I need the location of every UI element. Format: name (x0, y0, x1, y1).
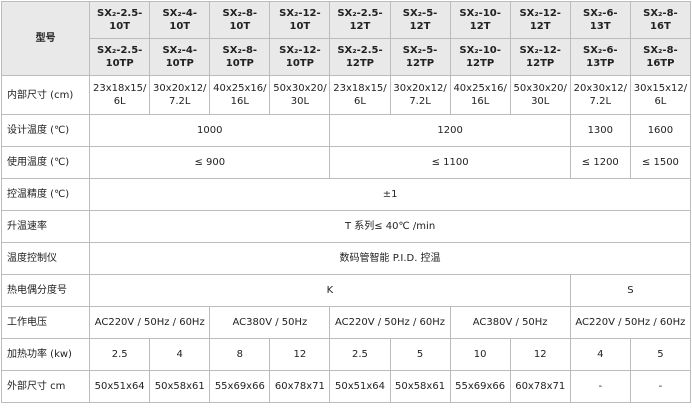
cell: ≤ 1200 (569, 146, 631, 179)
model-name: SX₂-12-12TP (509, 38, 571, 76)
cell: 10 (449, 338, 511, 371)
table-row: 控温精度 (℃) ±1 (0, 178, 691, 211)
model-name: SX₂-4-10T (149, 1, 211, 39)
row-label: 工作电压 (0, 306, 91, 339)
model-name: SX₂-2.5-10T (89, 1, 151, 39)
cell: 40x25x16/16L (449, 75, 511, 115)
model-name: SX₂-5-12T (389, 1, 451, 39)
cell: 5 (389, 338, 451, 371)
cell: K (89, 274, 571, 307)
model-name: SX₂-8-10TP (209, 38, 271, 76)
model-name: SX₂-6-13T (569, 1, 631, 39)
row-label: 设计温度 (℃) (0, 114, 91, 147)
cell: AC220V / 50Hz / 60Hz (329, 306, 451, 339)
row-label: 外部尺寸 cm (0, 370, 91, 403)
cell: 8 (209, 338, 271, 371)
cell: - (569, 370, 631, 403)
table-row: 设计温度 (℃) 1000 1200 1300 1600 (0, 114, 692, 147)
cell: 4 (569, 338, 631, 371)
model-name: SX₂-12-10TP (269, 38, 331, 76)
table-row: 外部尺寸 cm 50x51x64 50x58x61 55x69x66 60x78x71 5… (0, 370, 692, 403)
table-row: 工作电压 AC220V / 50Hz / 60Hz AC380V / 50Hz AC2… (0, 306, 692, 339)
model-name: SX₂-12-12T (509, 1, 571, 39)
row-label: 加热功率 (kw) (0, 338, 91, 371)
cell: T 系列≤ 40℃ /min (89, 210, 691, 243)
cell: 60x78x71 (269, 370, 331, 403)
header-label: 型号 (0, 1, 91, 76)
cell: ≤ 1500 (629, 146, 692, 179)
cell: 50x58x61 (149, 370, 211, 403)
row-label: 控温精度 (℃) (0, 178, 91, 211)
cell: 50x51x64 (89, 370, 151, 403)
cell: ≤ 900 (89, 146, 331, 179)
cell: AC220V / 50Hz / 60Hz (89, 306, 211, 339)
cell: 12 (269, 338, 331, 371)
model-name: SX₂-12-10T (269, 1, 331, 39)
row-label: 温度控制仪 (0, 242, 91, 275)
cell: 23x18x15/6L (89, 75, 151, 115)
model-name: SX₂-6-13TP (569, 38, 631, 76)
table-row: 使用温度 (℃) ≤ 900 ≤ 1100 ≤ 1200 ≤ 1500 (0, 146, 692, 179)
cell: 30x20x12/7.2L (149, 75, 211, 115)
model-name: SX₂-10-12T (449, 1, 511, 39)
model-name: SX₂-2.5-12T (329, 1, 391, 39)
table-row: 热电偶分度号 K S (0, 274, 692, 307)
cell: 数码管智能 P.I.D. 控温 (89, 242, 691, 275)
model-name: SX₂-5-12TP (389, 38, 451, 76)
cell: ≤ 1100 (329, 146, 571, 179)
row-label: 使用温度 (℃) (0, 146, 91, 179)
cell: ±1 (89, 178, 691, 211)
table-row: 升温速率 T 系列≤ 40℃ /min (0, 210, 691, 243)
table-row: 内部尺寸 (cm) 23x18x15/6L 30x20x12/7.2L 40x25x1… (0, 75, 692, 115)
cell: 2.5 (89, 338, 151, 371)
cell: 1300 (569, 114, 631, 147)
cell: AC380V / 50Hz (449, 306, 571, 339)
cell: S (569, 274, 692, 307)
cell: 30x20x12/7.2L (389, 75, 451, 115)
cell: - (629, 370, 692, 403)
model-name: SX₂-8-16T (629, 1, 692, 39)
cell: 50x30x20/30L (509, 75, 571, 115)
cell: 12 (509, 338, 571, 371)
model-name: SX₂-2.5-12TP (329, 38, 391, 76)
cell: 55x69x66 (449, 370, 511, 403)
model-name: SX₂-2.5-10TP (89, 38, 151, 76)
model-name: SX₂-8-16TP (629, 38, 692, 76)
table-row: 温度控制仪 数码管智能 P.I.D. 控温 (0, 242, 691, 275)
model-name: SX₂-4-10TP (149, 38, 211, 76)
cell: 1000 (89, 114, 331, 147)
table-row: 加热功率 (kw) 2.5 4 8 12 2.5 5 10 12 4 5 (0, 338, 692, 371)
row-label: 升温速率 (0, 210, 91, 243)
row-label: 热电偶分度号 (0, 274, 91, 307)
header-row: 型号 SX₂-2.5-10T SX₂-4-10T SX₂-8-10T SX₂-12-1… (0, 1, 692, 76)
cell: 55x69x66 (209, 370, 271, 403)
spec-table: 型号 SX₂-2.5-10T SX₂-4-10T SX₂-8-10T SX₂-12-1… (0, 1, 692, 403)
model-name: SX₂-10-12TP (449, 38, 511, 76)
cell: 2.5 (329, 338, 391, 371)
cell: 30x15x12/6L (629, 75, 692, 115)
cell: 1600 (629, 114, 692, 147)
cell: 60x78x71 (509, 370, 571, 403)
cell: AC380V / 50Hz (209, 306, 331, 339)
cell: 1200 (329, 114, 571, 147)
model-name: SX₂-8-10T (209, 1, 271, 39)
header-row: SX₂-2.5-10TP SX₂-4-10TP SX₂-8-10TP SX₂-12-1… (2, 38, 692, 76)
cell: 50x58x61 (389, 370, 451, 403)
cell: 40x25x16/16L (209, 75, 271, 115)
cell: AC220V / 50Hz / 60Hz (569, 306, 692, 339)
row-label: 内部尺寸 (cm) (0, 75, 91, 115)
cell: 50x30x20/30L (269, 75, 331, 115)
cell: 23x18x15/6L (329, 75, 391, 115)
cell: 4 (149, 338, 211, 371)
cell: 50x51x64 (329, 370, 391, 403)
cell: 5 (629, 338, 692, 371)
cell: 20x30x12/7.2L (569, 75, 631, 115)
